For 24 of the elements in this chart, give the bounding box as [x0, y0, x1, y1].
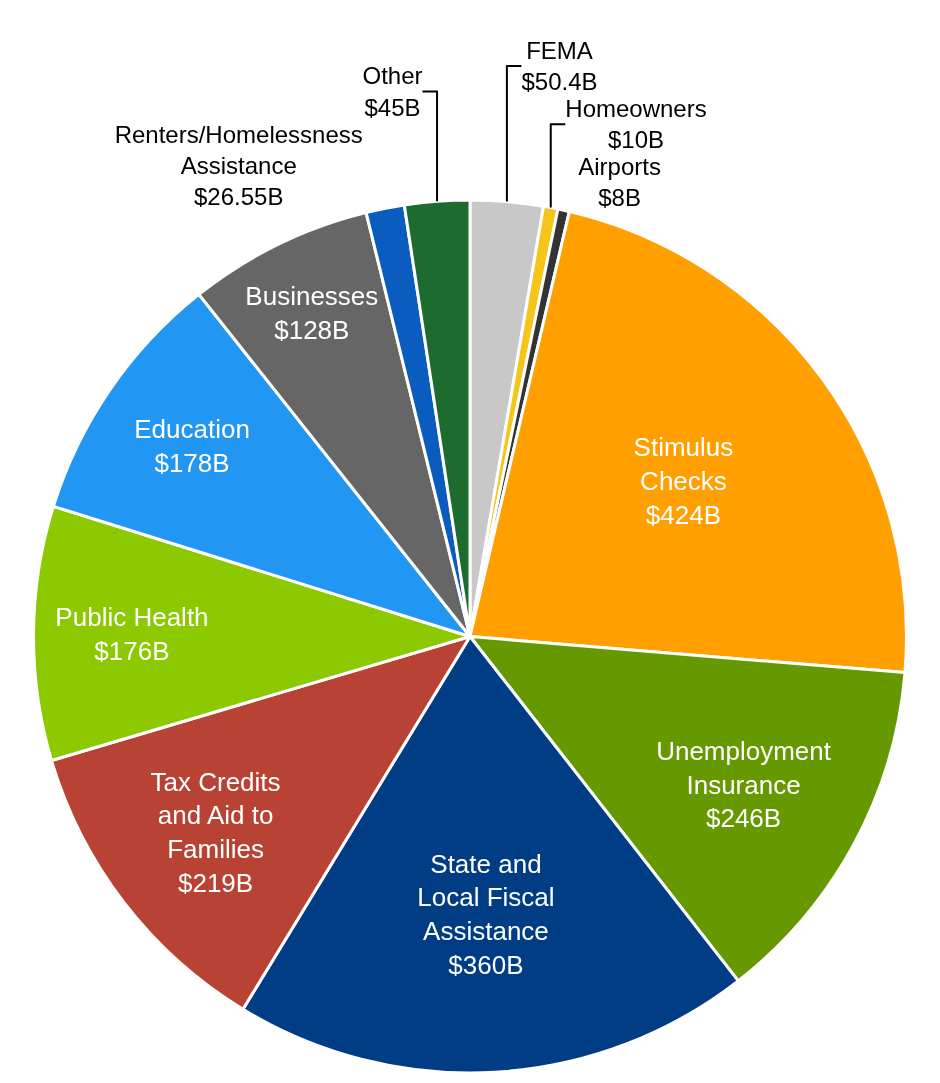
slice-label: FEMA [526, 36, 593, 64]
data-label: $50.4B [521, 68, 598, 96]
slice-label: Stimulus Checks [633, 432, 734, 497]
data-label: $246B [705, 803, 782, 834]
data-label: $45B [364, 93, 421, 121]
slice-label: Unemployment Insurance [656, 735, 832, 800]
data-label: $178B [154, 447, 230, 478]
slice-label: Education [134, 413, 250, 444]
slice-label: Homeowners [565, 95, 707, 123]
data-label: $176B [94, 635, 170, 666]
slice-label: Renters/Homelessness Assistance [114, 120, 363, 179]
data-label: $360B [448, 950, 524, 981]
data-label: $10B [607, 126, 665, 154]
slice-label: Public Health [55, 602, 209, 633]
data-label: $8B [598, 184, 641, 212]
data-label: $128B [274, 315, 350, 346]
slice-label: Airports [578, 153, 661, 181]
slice-label: Tax Credits and Aid to Families [150, 766, 281, 865]
slice-label: Businesses [245, 281, 379, 312]
data-label: $424B [645, 499, 722, 530]
data-label: $219B [177, 868, 254, 899]
slice-label: State and Local Fiscal Assistance [417, 848, 555, 947]
slice-label: Other [362, 62, 423, 90]
data-label: $26.55B [194, 183, 284, 211]
